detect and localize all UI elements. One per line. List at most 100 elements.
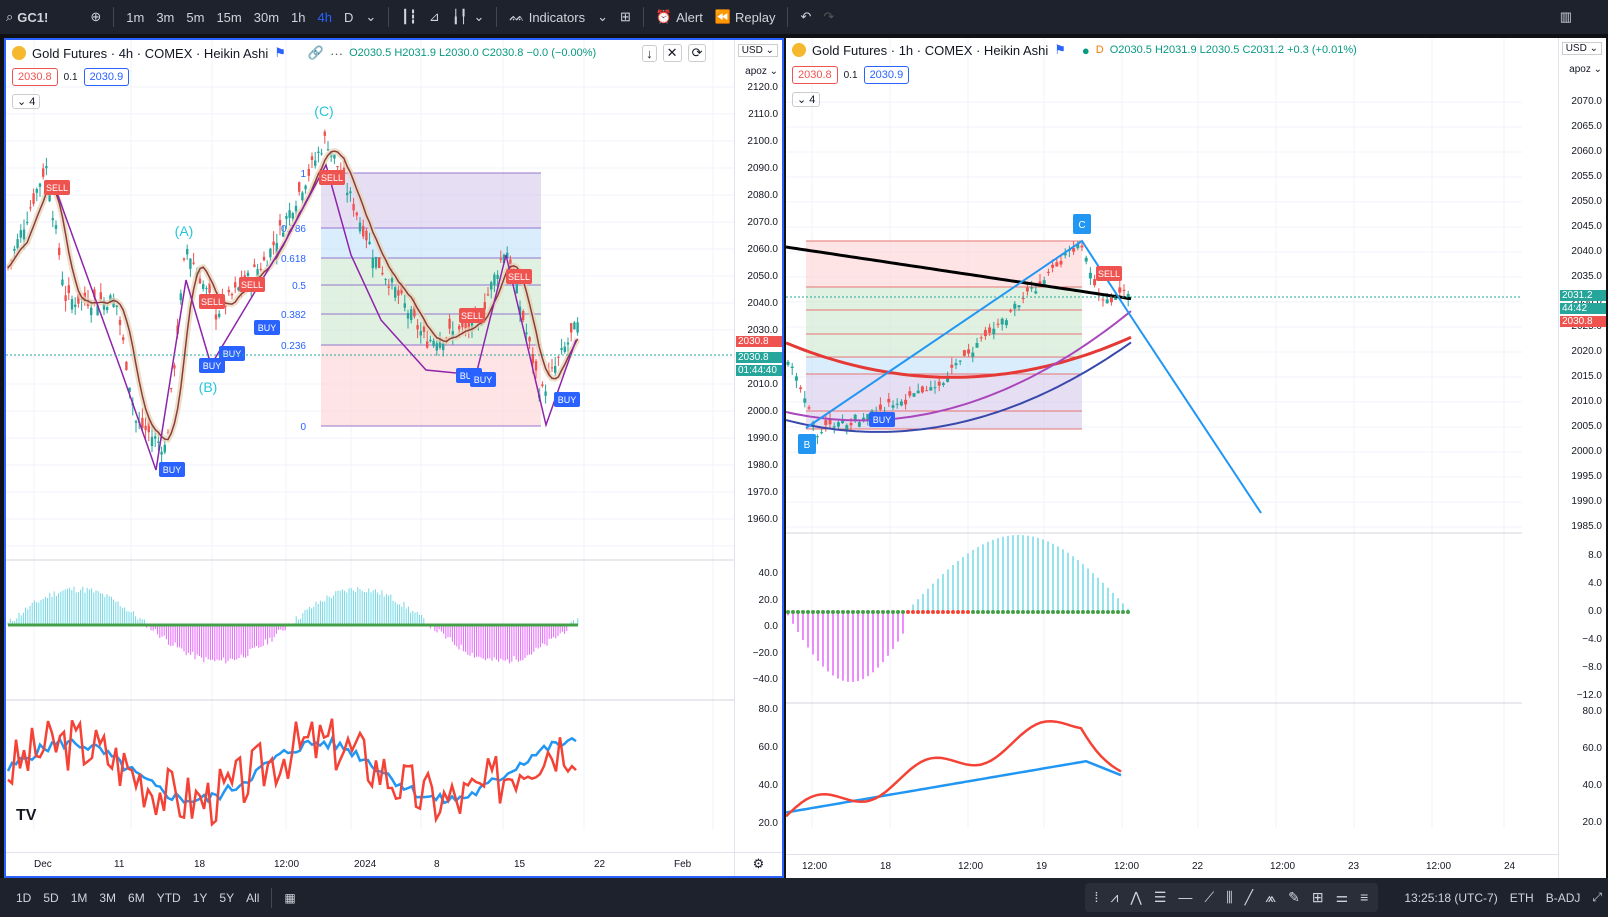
bid-price[interactable]: 2030.8 <box>12 68 58 86</box>
left-title[interactable]: Gold Futures · 4h · COMEX · Heikin Ashi <box>32 45 269 61</box>
chevron-down-icon: ⌄ <box>797 94 807 106</box>
last-price-tag: 2030.8 <box>736 336 782 347</box>
left-price-axis[interactable]: USD ⌄ apoz ⌄ 2120.0 2110.0 2100.0 2090.0 208… <box>734 40 782 876</box>
range-3M[interactable]: 3M <box>99 890 117 905</box>
currency-select[interactable]: USD ⌄ <box>1561 42 1602 55</box>
wave-label: (B) <box>199 379 218 395</box>
currency-select[interactable]: USD ⌄ <box>737 44 778 57</box>
grip-icon[interactable]: ⁞ <box>1094 889 1099 905</box>
refresh-icon[interactable]: ⟳ <box>687 44 707 62</box>
fullscreen-icon[interactable]: ⤢ <box>1592 890 1602 904</box>
bid-price[interactable]: 2030.8 <box>792 66 838 84</box>
candle-body <box>346 192 349 196</box>
indicator-tool-icon[interactable]: ⫼ <box>1226 889 1233 905</box>
session-toggle[interactable]: ETH <box>1509 890 1534 905</box>
close-icon[interactable]: ✕ <box>662 44 682 62</box>
price-axis-label: 2100.0 <box>747 136 778 147</box>
right-chart-canvas[interactable]: B C BUY SELL <box>786 38 1522 854</box>
right-chart-pane[interactable]: B C BUY SELL Gold Futures · 1h · COMEX · He… <box>786 38 1606 878</box>
macd-axis-label: −40.0 <box>752 674 778 685</box>
search-icon: ⌕ <box>6 9 14 24</box>
panel-toggle-button[interactable]: ▥ <box>1554 0 1578 34</box>
chart-type-button[interactable]: ┃┇ <box>395 0 423 34</box>
chart-style-button[interactable]: ╽╿ ⌄ <box>446 0 491 34</box>
scale-select[interactable]: apoz ⌄ <box>1569 64 1602 75</box>
range-5D[interactable]: 5D <box>43 890 59 905</box>
candle-body <box>154 436 157 439</box>
ray-icon[interactable]: ⟋ <box>1204 889 1215 905</box>
more-icon[interactable]: ··· <box>330 45 344 61</box>
price-axis-label: 2120.0 <box>747 82 778 93</box>
candle-body <box>432 340 435 347</box>
price-axis-label: 2030.0 <box>1571 296 1602 307</box>
collapse-indicators-button[interactable]: ⌄ 4 <box>12 94 41 109</box>
range-All[interactable]: All <box>246 890 260 905</box>
left-chart-pane[interactable]: 1 0.786 0.618 0.5 0.382 0.236 0 (A) (B) (C) SELL SE… <box>4 38 784 878</box>
macd-axis-label: 4.0 <box>1588 578 1602 589</box>
undo-button[interactable]: ↶ <box>794 0 817 34</box>
scale-select[interactable]: apoz ⌄ <box>745 66 778 77</box>
compare-button[interactable]: ⊕ <box>84 0 107 34</box>
interval-D[interactable]: D <box>343 9 354 25</box>
collapse-indicators-button[interactable]: ⌄ 4 <box>792 92 821 107</box>
indicators-dropdown[interactable]: ⌄ <box>591 0 614 34</box>
ask-price[interactable]: 2030.9 <box>83 68 130 86</box>
horizontal-line-icon[interactable]: ― <box>1178 889 1193 905</box>
brush-icon[interactable]: ✎ <box>1288 889 1300 905</box>
measure-icon[interactable]: ⊞ <box>1311 889 1324 905</box>
clock[interactable]: 13:25:18 (UTC-7) <box>1404 890 1498 905</box>
range-1D[interactable]: 1D <box>16 890 32 905</box>
macd-dot <box>851 610 855 614</box>
interval-3m[interactable]: 3m <box>156 9 175 25</box>
sell-signal <box>319 170 345 185</box>
pattern-icon[interactable]: ⩘ <box>1110 889 1119 905</box>
adjust-toggle[interactable]: B-ADJ <box>1545 890 1581 905</box>
range-6M[interactable]: 6M <box>128 890 145 905</box>
price-axis-label: 2090.0 <box>747 163 778 174</box>
redo-button[interactable]: ↷ <box>817 0 840 34</box>
left-time-axis[interactable]: Dec 11 18 12:00 2024 8 15 22 Feb <box>6 852 734 876</box>
candle-body <box>975 343 979 348</box>
flag-icon[interactable]: ⚑ <box>1054 42 1066 57</box>
macd-dot <box>1031 610 1035 614</box>
path-icon[interactable]: ⩕ <box>1265 889 1277 905</box>
interval-30m[interactable]: 30m <box>253 9 280 25</box>
range-YTD[interactable]: YTD <box>156 890 181 905</box>
candle-body <box>419 331 422 336</box>
interval-5m[interactable]: 5m <box>186 9 205 25</box>
right-title[interactable]: Gold Futures · 1h · COMEX · Heikin Ashi <box>812 42 1049 58</box>
compare-symbols-button[interactable]: ⊿ <box>423 0 446 34</box>
link-icon[interactable]: 🔗 <box>307 45 325 60</box>
interval-15m[interactable]: 15m <box>216 9 242 25</box>
interval-dropdown[interactable]: ⌄ <box>359 0 382 34</box>
time-label: 23 <box>1348 861 1360 872</box>
candle-body <box>147 421 150 433</box>
left-chart-canvas[interactable]: 10.7860.6180.50.3820.2360(A)(B)(C)SELLSE… <box>6 40 734 854</box>
range-1Y[interactable]: 1Y <box>192 890 208 905</box>
layout-button[interactable]: ⊞ <box>614 0 637 34</box>
date-range-icon[interactable]: ▦ <box>284 890 296 905</box>
menu-icon[interactable]: ≡ <box>1360 889 1369 905</box>
interval-1m[interactable]: 1m <box>126 9 145 25</box>
replay-button[interactable]: ⏪ Replay <box>709 0 782 34</box>
flag-icon[interactable]: ⚑ <box>274 45 286 60</box>
settings-gear-button[interactable]: ⚙ <box>734 852 782 876</box>
interval-1h[interactable]: 1h <box>291 9 306 25</box>
alert-button[interactable]: ⏰ Alert <box>650 0 709 34</box>
trend-line-icon[interactable]: ╱ <box>1244 889 1254 905</box>
symbol-search[interactable]: ⌕ GC1! <box>0 0 54 34</box>
range-1M[interactable]: 1M <box>70 890 88 905</box>
redo-icon: ↷ <box>823 9 835 24</box>
candle-body <box>853 414 857 421</box>
interval-4h[interactable]: 4h <box>317 9 332 25</box>
indicators-button[interactable]: ᨐ Indicators <box>503 0 591 34</box>
ask-price[interactable]: 2030.9 <box>863 66 910 84</box>
right-price-axis[interactable]: USD ⌄ apoz ⌄ 2070.0 2065.0 2060.0 2055.0 205… <box>1558 38 1606 878</box>
right-time-axis[interactable]: 12:00 18 12:00 19 12:00 22 12:00 23 12:00 24 <box>786 854 1558 878</box>
fib-icon[interactable]: ☰ <box>1153 889 1167 905</box>
range-5Y[interactable]: 5Y <box>219 890 235 905</box>
candle-body <box>996 323 1000 325</box>
download-icon[interactable]: ↓ <box>642 44 657 62</box>
ruler-icon[interactable]: ⚌ <box>1335 889 1349 905</box>
abcd-icon[interactable]: ⋀ <box>1130 889 1142 905</box>
